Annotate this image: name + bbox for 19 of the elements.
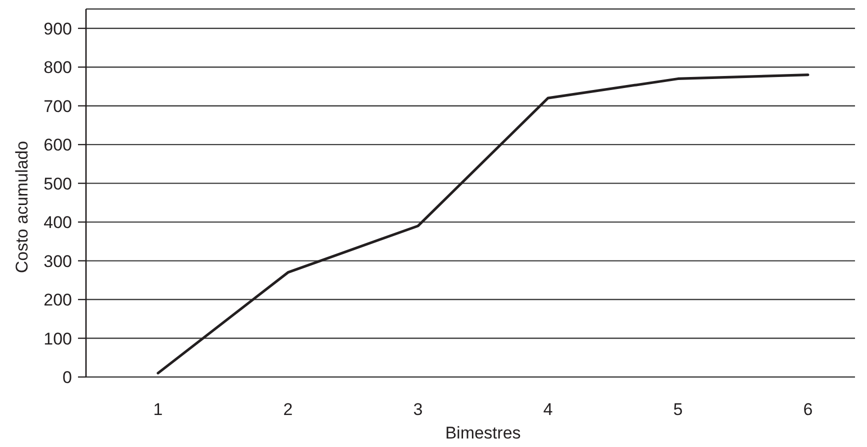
x-tick-label: 2 bbox=[283, 400, 293, 420]
y-axis-title: Costo acumulado bbox=[12, 140, 32, 274]
x-tick-label: 6 bbox=[803, 400, 813, 420]
y-tick-label: 0 bbox=[62, 368, 72, 388]
y-tick-label: 500 bbox=[44, 174, 72, 194]
y-tick-label: 100 bbox=[44, 329, 72, 348]
x-tick-label: 5 bbox=[673, 400, 683, 420]
x-tick-label: 3 bbox=[413, 400, 423, 420]
y-tick-label: 700 bbox=[44, 96, 72, 116]
y-tick-label: 400 bbox=[44, 213, 72, 232]
y-tick-label: 300 bbox=[44, 252, 72, 271]
y-tick-label: 600 bbox=[44, 136, 72, 155]
line-series bbox=[156, 74, 810, 374]
x-axis-title: Bimestres bbox=[445, 424, 521, 442]
y-tick-label: 900 bbox=[44, 19, 72, 38]
y-tick-label: 200 bbox=[44, 290, 72, 310]
y-tick-label: 800 bbox=[44, 58, 72, 78]
x-tick-label: 1 bbox=[153, 400, 163, 420]
x-tick-label: 4 bbox=[543, 400, 553, 420]
